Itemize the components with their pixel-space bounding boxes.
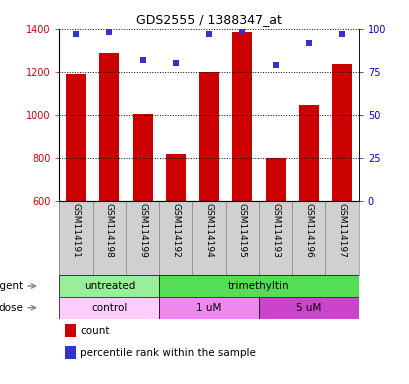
Text: GSM114193: GSM114193	[270, 204, 279, 258]
Bar	[325, 201, 358, 275]
Text: percentile rank within the sample: percentile rank within the sample	[80, 348, 256, 358]
Text: GSM114198: GSM114198	[105, 204, 114, 258]
Text: trimethyltin: trimethyltin	[228, 281, 289, 291]
Bar	[199, 72, 218, 201]
Bar	[258, 201, 292, 275]
Bar	[66, 74, 86, 201]
Bar	[192, 201, 225, 275]
Text: GSM114192: GSM114192	[171, 204, 180, 258]
Bar	[92, 201, 126, 275]
Bar	[65, 324, 76, 337]
Point	[139, 57, 146, 63]
Text: GSM114191: GSM114191	[72, 204, 81, 258]
Text: GSM114199: GSM114199	[138, 204, 147, 258]
Point	[338, 31, 344, 37]
Text: agent: agent	[0, 281, 23, 291]
Text: GSM114195: GSM114195	[237, 204, 246, 258]
Text: count: count	[80, 326, 110, 336]
Bar	[292, 201, 325, 275]
Bar	[159, 201, 192, 275]
Point	[73, 31, 79, 37]
Bar	[265, 158, 285, 201]
Text: 1 uM: 1 uM	[196, 303, 221, 313]
Text: untreated: untreated	[83, 281, 135, 291]
Text: GSM114194: GSM114194	[204, 204, 213, 258]
Text: GSM114197: GSM114197	[337, 204, 346, 258]
Bar	[298, 105, 318, 201]
Bar	[59, 275, 159, 297]
Point	[205, 31, 212, 37]
Bar	[232, 32, 252, 201]
Bar	[159, 297, 258, 319]
Bar	[159, 275, 358, 297]
Point	[106, 29, 112, 35]
Bar	[331, 65, 351, 201]
Bar	[59, 297, 159, 319]
Point	[238, 27, 245, 33]
Point	[172, 60, 179, 66]
Bar	[258, 297, 358, 319]
Bar	[166, 154, 185, 201]
Text: GSM114196: GSM114196	[303, 204, 312, 258]
Title: GDS2555 / 1388347_at: GDS2555 / 1388347_at	[136, 13, 281, 26]
Bar	[65, 346, 76, 359]
Point	[305, 40, 311, 46]
Bar	[59, 201, 92, 275]
Text: dose: dose	[0, 303, 23, 313]
Point	[272, 62, 278, 68]
Bar	[126, 201, 159, 275]
Bar	[132, 114, 152, 201]
Bar	[99, 53, 119, 201]
Text: 5 uM: 5 uM	[295, 303, 321, 313]
Bar	[225, 201, 258, 275]
Text: control: control	[91, 303, 127, 313]
